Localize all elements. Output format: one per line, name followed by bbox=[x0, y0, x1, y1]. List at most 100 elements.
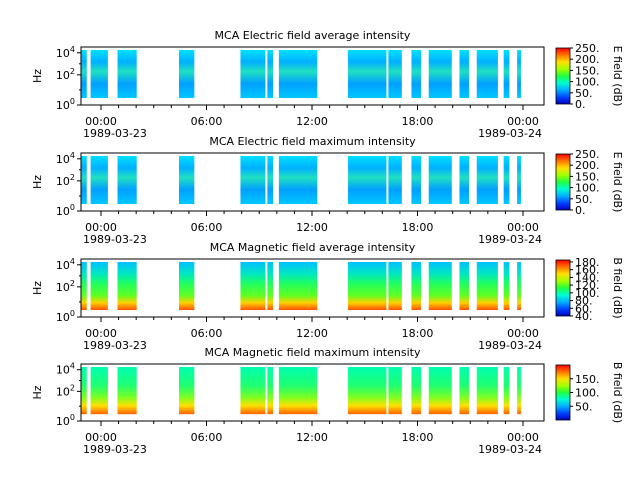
date-end: 1989-03-24 bbox=[478, 339, 542, 352]
date-end: 1989-03-24 bbox=[478, 127, 542, 140]
data-band bbox=[90, 367, 108, 415]
x-tick-label: 18:00 bbox=[402, 327, 434, 340]
colorbar-tick-label: 100. bbox=[575, 387, 600, 400]
data-band bbox=[388, 367, 402, 415]
y-tick-label: 100 bbox=[56, 309, 75, 324]
data-band bbox=[240, 50, 266, 99]
colorbar-tick-label: 140. bbox=[575, 271, 600, 284]
x-tick-label: 18:00 bbox=[402, 431, 434, 444]
data-band bbox=[117, 50, 137, 99]
data-band bbox=[411, 156, 422, 205]
colorbar-tick-label: 60. bbox=[575, 302, 593, 315]
data-band bbox=[117, 156, 137, 205]
data-band bbox=[517, 367, 521, 415]
data-band bbox=[459, 367, 470, 415]
x-tick-label: 00:00 bbox=[507, 431, 539, 444]
data-band bbox=[90, 262, 108, 311]
date-end: 1989-03-24 bbox=[478, 443, 542, 456]
y-tick-label: 104 bbox=[56, 151, 75, 166]
data-band bbox=[428, 156, 452, 205]
colorbar-tick-label: 50. bbox=[575, 193, 593, 206]
colorbar-tick-label: 100. bbox=[575, 76, 600, 89]
colorbar-tick-label: 0. bbox=[575, 204, 586, 217]
panel-title: MCA Magnetic field maximum intensity bbox=[205, 346, 421, 359]
data-band bbox=[267, 262, 274, 311]
data-band bbox=[411, 367, 422, 415]
data-band bbox=[81, 262, 87, 311]
colorbar-tick-label: 160. bbox=[575, 264, 600, 277]
x-tick-label: 06:00 bbox=[191, 327, 223, 340]
data-band bbox=[517, 50, 521, 99]
y-tick-label: 102 bbox=[56, 279, 75, 294]
data-band bbox=[503, 50, 510, 99]
data-band bbox=[348, 50, 387, 99]
data-band bbox=[517, 262, 521, 311]
colorbar-tick-label: 0. bbox=[575, 98, 586, 111]
colorbar-label: B field (dB) bbox=[611, 362, 624, 423]
data-band bbox=[411, 50, 422, 99]
data-band bbox=[348, 262, 387, 311]
y-tick-label: 102 bbox=[56, 173, 75, 188]
panel-title: MCA Magnetic field average intensity bbox=[210, 241, 416, 254]
colorbar bbox=[555, 364, 571, 421]
panel-title: MCA Electric field average intensity bbox=[215, 29, 411, 42]
colorbar-label: E field (dB) bbox=[611, 152, 624, 213]
x-tick-label: 06:00 bbox=[191, 115, 223, 128]
panel-4: MCA Magnetic field maximum intensity 100 1… bbox=[31, 346, 624, 456]
y-tick-label: 102 bbox=[56, 67, 75, 82]
data-band bbox=[348, 156, 387, 205]
colorbar-tick-label: 150. bbox=[575, 170, 600, 183]
data-band bbox=[90, 156, 108, 205]
data-band bbox=[178, 367, 195, 415]
colorbar bbox=[555, 153, 571, 211]
data-band bbox=[476, 156, 498, 205]
colorbar-tick-label: 180. bbox=[575, 256, 600, 269]
x-tick-label: 00:00 bbox=[507, 115, 539, 128]
data-band bbox=[278, 156, 318, 205]
colorbar-tick-label: 200. bbox=[575, 53, 600, 66]
colorbar-tick-label: 50. bbox=[575, 400, 593, 413]
x-tick-label: 12:00 bbox=[296, 221, 328, 234]
x-tick-label: 00:00 bbox=[507, 327, 539, 340]
x-tick-label: 12:00 bbox=[296, 327, 328, 340]
data-band bbox=[117, 262, 137, 311]
data-band bbox=[178, 156, 195, 205]
data-band bbox=[81, 367, 87, 415]
colorbar-tick-label: 120. bbox=[575, 279, 600, 292]
x-tick-label: 06:00 bbox=[191, 431, 223, 444]
date-start: 1989-03-23 bbox=[83, 127, 147, 140]
data-band bbox=[348, 367, 387, 415]
data-band bbox=[81, 50, 87, 99]
data-band bbox=[278, 50, 318, 99]
colorbar bbox=[555, 47, 571, 105]
data-band bbox=[388, 262, 402, 311]
x-tick-label: 00:00 bbox=[85, 115, 117, 128]
data-band bbox=[240, 367, 266, 415]
x-tick-label: 00:00 bbox=[85, 327, 117, 340]
colorbar-tick-label: 100. bbox=[575, 182, 600, 195]
panel-title: MCA Electric field maximum intensity bbox=[209, 135, 416, 148]
x-tick-label: 00:00 bbox=[85, 431, 117, 444]
colorbar bbox=[555, 259, 571, 317]
colorbar-tick-label: 200. bbox=[575, 159, 600, 172]
data-band bbox=[411, 262, 422, 311]
y-axis-label: Hz bbox=[31, 69, 44, 83]
x-tick-label: 00:00 bbox=[507, 221, 539, 234]
x-tick-label: 12:00 bbox=[296, 115, 328, 128]
x-tick-label: 06:00 bbox=[191, 221, 223, 234]
date-start: 1989-03-23 bbox=[83, 233, 147, 246]
y-tick-label: 104 bbox=[56, 257, 75, 272]
data-band bbox=[388, 50, 402, 99]
colorbar-label: E field (dB) bbox=[611, 46, 624, 107]
data-band bbox=[388, 156, 402, 205]
data-band bbox=[81, 156, 87, 205]
data-band bbox=[503, 262, 510, 311]
y-tick-label: 104 bbox=[56, 45, 75, 60]
data-band bbox=[476, 50, 498, 99]
data-band bbox=[117, 367, 137, 415]
data-band bbox=[517, 156, 521, 205]
panel-2: MCA Electric field maximum intensity 100 1… bbox=[31, 135, 624, 246]
data-band bbox=[428, 262, 452, 311]
y-axis-label: Hz bbox=[31, 281, 44, 295]
